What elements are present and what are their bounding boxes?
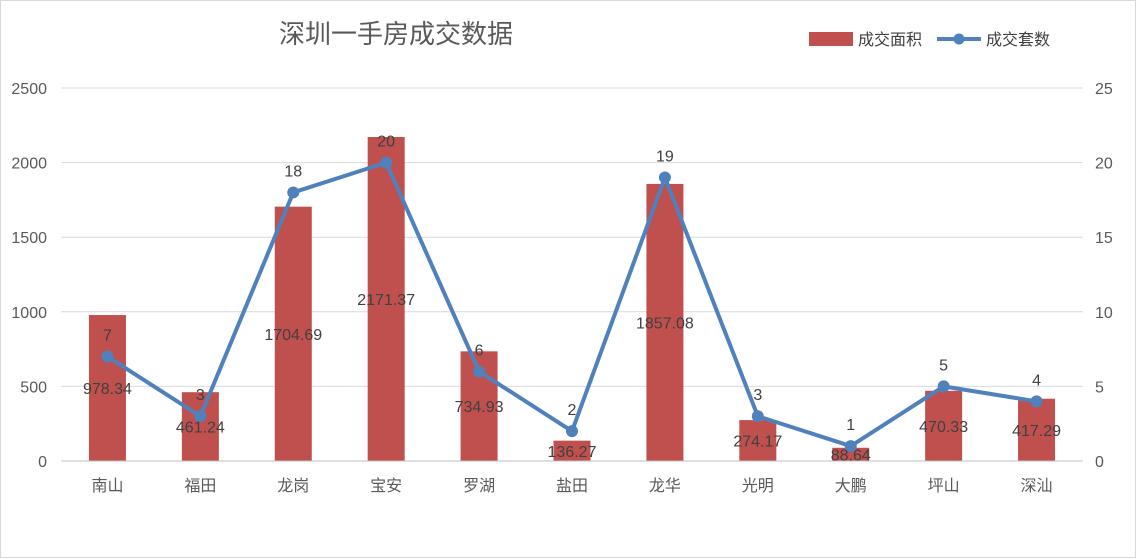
y-tick-label-right: 10 — [1095, 305, 1113, 322]
y-tick-label-left: 500 — [20, 379, 47, 396]
line-value-label: 19 — [656, 149, 674, 166]
bar-value-label: 470.33 — [919, 419, 968, 436]
line-value-label: 4 — [1032, 372, 1041, 389]
y-tick-label-right: 20 — [1095, 156, 1113, 173]
bar-data-labels: 978.34461.241704.692171.37734.93136.2718… — [83, 292, 1061, 464]
x-tick-label: 宝安 — [370, 476, 402, 495]
bar-大鹏 — [832, 447, 870, 461]
line-value-label: 6 — [475, 342, 484, 359]
y-axis-right: 0 5 10 15 20 25 — [1095, 81, 1113, 471]
legend-label-line: 成交套数 — [986, 30, 1050, 49]
bar-龙岗 — [274, 206, 312, 461]
line-value-label: 5 — [939, 357, 948, 374]
bar-盐田 — [553, 440, 591, 461]
x-tick-label: 大鹏 — [835, 476, 867, 495]
x-tick-label: 深汕 — [1021, 476, 1053, 495]
chart-title: 深圳一手房成交数据 — [279, 20, 513, 50]
y-tick-label-left: 2000 — [11, 156, 47, 173]
line-point-盐田 — [566, 425, 578, 438]
line-point-罗湖 — [473, 365, 486, 378]
line-value-label: 1 — [846, 417, 855, 434]
line-value-label: 7 — [103, 328, 112, 345]
x-tick-label: 福田 — [184, 476, 216, 495]
bar-value-label: 461.24 — [176, 420, 225, 437]
line-point-深汕 — [1030, 395, 1043, 408]
line-series — [101, 156, 1043, 453]
line-value-label: 20 — [377, 134, 395, 151]
x-tick-label: 坪山 — [928, 476, 960, 495]
legend: 成交面积 成交套数 — [809, 30, 1050, 49]
line-point-龙岗 — [287, 186, 300, 199]
y-tick-label-left: 1000 — [11, 305, 47, 322]
bar-value-label: 417.29 — [1012, 423, 1061, 440]
x-tick-label: 盐田 — [556, 476, 588, 495]
line-value-label: 3 — [196, 387, 205, 404]
line-point-福田 — [194, 410, 207, 423]
bar-value-label: 1857.08 — [636, 315, 694, 332]
bar-value-label: 136.27 — [548, 444, 597, 461]
line-value-label: 3 — [753, 387, 762, 404]
bar-深汕 — [1018, 398, 1056, 461]
legend-label-bar: 成交面积 — [858, 30, 922, 49]
y-tick-label-left: 2500 — [11, 81, 47, 98]
bar-光明 — [739, 420, 777, 461]
y-tick-label-right: 5 — [1095, 379, 1104, 396]
x-axis: 南山 福田 龙岗 宝安 罗湖 盐田 龙华 光明 大鹏 坪山 深汕 — [61, 460, 1083, 495]
bar-value-label: 2171.37 — [357, 292, 415, 309]
x-tick-label: 南山 — [91, 476, 123, 495]
bar-value-label: 1704.69 — [264, 327, 322, 344]
bar-value-label: 88.64 — [831, 447, 871, 464]
legend-marker-line — [953, 33, 965, 45]
bar-series — [88, 137, 1056, 462]
line-point-宝安 — [380, 156, 393, 169]
bar-value-label: 274.17 — [733, 434, 782, 451]
y-tick-label-left: 1500 — [11, 230, 47, 247]
legend-swatch-bar — [809, 32, 853, 46]
bar-value-label: 978.34 — [83, 381, 132, 398]
line-point-光明 — [751, 410, 764, 423]
line-data-labels: 7 3 18 20 6 2 19 3 1 5 4 — [103, 134, 1041, 434]
line-point-大鹏 — [844, 440, 857, 453]
line-point-龙华 — [658, 171, 671, 184]
line-point-坪山 — [937, 380, 950, 393]
line-point-南山 — [101, 350, 114, 363]
y-tick-label-right: 15 — [1095, 230, 1113, 247]
x-tick-label: 龙岗 — [277, 476, 309, 495]
bar-龙华 — [646, 183, 684, 462]
y-tick-label-right: 0 — [1095, 454, 1104, 471]
x-tick-label: 龙华 — [649, 476, 681, 495]
y-tick-label-left: 0 — [38, 454, 47, 471]
bar-坪山 — [925, 390, 963, 461]
line-value-label: 18 — [284, 163, 302, 180]
line-value-label: 2 — [568, 402, 577, 419]
y-tick-label-right: 25 — [1095, 81, 1113, 98]
bar-value-label: 734.93 — [455, 399, 504, 416]
bar-南山 — [88, 315, 126, 461]
x-tick-label: 光明 — [742, 476, 774, 495]
x-tick-label: 罗湖 — [463, 476, 495, 495]
y-axis-left: 0 500 1000 1500 2000 2500 — [11, 81, 47, 471]
bar-福田 — [181, 392, 219, 461]
